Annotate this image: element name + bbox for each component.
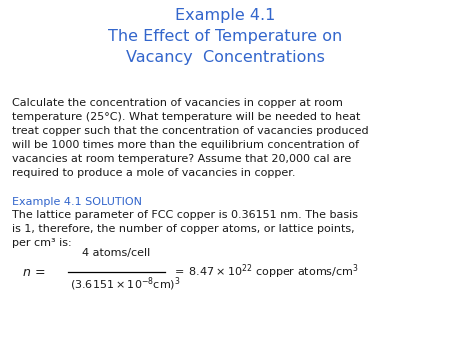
- Text: $=\;8.47\times10^{22}$ copper atoms/cm$^3$: $=\;8.47\times10^{22}$ copper atoms/cm$^…: [172, 263, 359, 281]
- Text: The lattice parameter of FCC copper is 0.36151 nm. The basis
is 1, therefore, th: The lattice parameter of FCC copper is 0…: [12, 210, 358, 248]
- Text: $n\,=$: $n\,=$: [22, 266, 45, 279]
- Text: $(3.6151\times10^{-8}$cm$)^3$: $(3.6151\times10^{-8}$cm$)^3$: [70, 275, 180, 293]
- Text: Example 4.1
The Effect of Temperature on
Vacancy  Concentrations: Example 4.1 The Effect of Temperature on…: [108, 8, 342, 65]
- Text: Example 4.1 SOLUTION: Example 4.1 SOLUTION: [12, 197, 142, 207]
- Text: Calculate the concentration of vacancies in copper at room
temperature (25°C). W: Calculate the concentration of vacancies…: [12, 98, 369, 178]
- Text: 4 atoms/cell: 4 atoms/cell: [82, 248, 150, 258]
